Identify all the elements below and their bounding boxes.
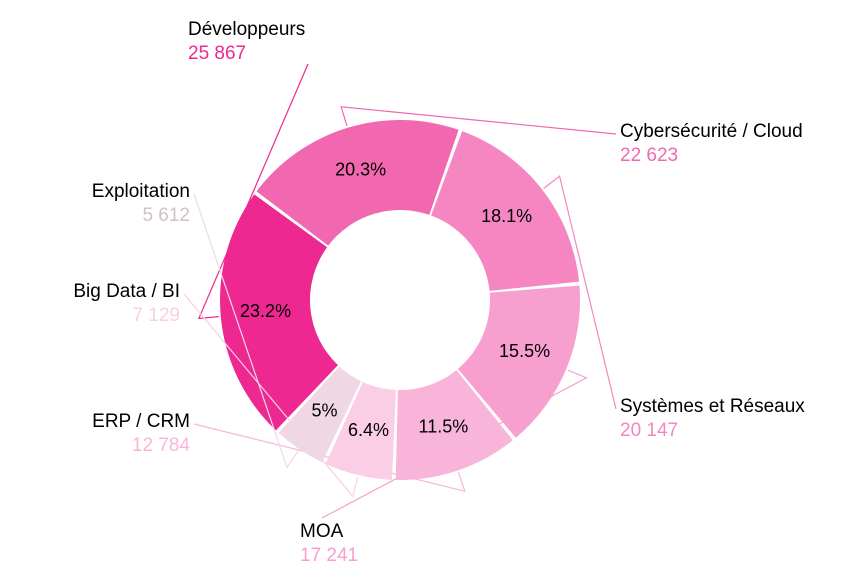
donut-chart: 23.2% 20.3% 18.1% 15.5% 11.5% 6.4% 5% bbox=[0, 0, 861, 587]
slice-pct-bigdata: 6.4% bbox=[348, 420, 389, 440]
slice-pct-erp: 11.5% bbox=[419, 417, 469, 437]
slice-pct-moa: 15.5% bbox=[499, 341, 550, 361]
slice-pct-cyber: 20.3% bbox=[335, 160, 386, 180]
slice-pct-sys: 18.1% bbox=[481, 206, 532, 226]
slice-pct-expl: 5% bbox=[312, 401, 338, 421]
slice-pct-dev: 23.2% bbox=[240, 301, 291, 321]
